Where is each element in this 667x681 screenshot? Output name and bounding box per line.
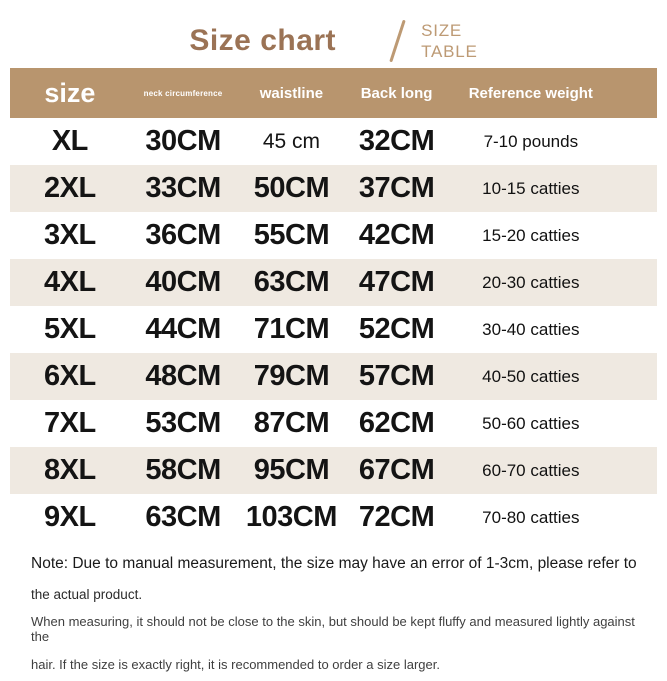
cell-neck: 48CM <box>145 360 221 392</box>
cell-size: 3XL <box>44 219 96 251</box>
table-row: 6XL 48CM 79CM 57CM 40-50 catties <box>10 353 657 400</box>
cell-size: 6XL <box>44 360 96 392</box>
table-row: 4XL 40CM 63CM 47CM 20-30 catties <box>10 259 657 306</box>
note-line-3: When measuring, it should not be close t… <box>31 614 635 644</box>
cell-back: 72CM <box>358 501 435 533</box>
cell-back: 32CM <box>358 125 435 157</box>
note-line-4: hair. If the size is exactly right, it i… <box>31 657 440 672</box>
cell-neck: 58CM <box>145 454 221 486</box>
cell-back: 52CM <box>358 313 435 345</box>
cell-waist: 63CM <box>253 266 330 298</box>
cell-back: 57CM <box>358 360 435 392</box>
cell-weight: 7-10 pounds <box>483 131 579 151</box>
table-row: 3XL 36CM 55CM 42CM 15-20 catties <box>10 212 657 259</box>
cell-weight: 60-70 catties <box>482 460 580 480</box>
size-chart-table: size neck circumference waistline Back l… <box>10 68 657 541</box>
cell-size: XL <box>51 125 89 157</box>
table-row: 2XL 33CM 50CM 37CM 10-15 catties <box>10 165 657 212</box>
cell-size: 5XL <box>44 313 96 345</box>
table-row: 8XL 58CM 95CM 67CM 60-70 catties <box>10 447 657 494</box>
column-header-reference-weight: Reference weight <box>468 84 593 102</box>
cell-back: 37CM <box>358 172 435 204</box>
cell-waist: 79CM <box>253 360 330 392</box>
cell-waist: 95CM <box>253 454 330 486</box>
column-header-waistline: waistline <box>259 84 324 102</box>
column-header-size: size <box>44 77 96 108</box>
cell-back: 62CM <box>358 407 435 439</box>
cell-waist: 50CM <box>253 172 330 204</box>
cell-waist: 103CM <box>245 501 337 533</box>
table-header-row: size neck circumference waistline Back l… <box>10 68 657 118</box>
note-line-1: Note: Due to manual measurement, the siz… <box>31 555 637 572</box>
title-tag: SIZE TABLE <box>421 20 478 63</box>
measurement-notes: Note: Due to manual measurement, the siz… <box>0 541 667 672</box>
column-header-back-long: Back long <box>360 84 433 102</box>
page-title: Size chart SIZE TABLE <box>0 14 667 68</box>
cell-neck: 53CM <box>145 407 221 439</box>
table-row: XL 30CM 45 cm 32CM 7-10 pounds <box>10 118 657 165</box>
cell-back: 42CM <box>358 219 435 251</box>
cell-weight: 15-20 catties <box>482 225 580 245</box>
cell-waist: 45 cm <box>262 129 321 153</box>
table-row: 7XL 53CM 87CM 62CM 50-60 catties <box>10 400 657 447</box>
cell-size: 9XL <box>44 501 96 533</box>
cell-waist: 87CM <box>253 407 330 439</box>
title-main: Size chart <box>189 24 337 57</box>
cell-weight: 20-30 catties <box>482 272 580 292</box>
table-row: 9XL 63CM 103CM 72CM 70-80 catties <box>10 494 657 541</box>
note-line-2: the actual product. <box>31 587 143 602</box>
cell-weight: 70-80 catties <box>482 507 580 527</box>
table-row: 5XL 44CM 71CM 52CM 30-40 catties <box>10 306 657 353</box>
cell-back: 67CM <box>358 454 435 486</box>
title-tag-line1: SIZE <box>421 20 463 40</box>
column-header-neck-circumference: neck circumference <box>143 88 223 98</box>
title-tag-line2: TABLE <box>421 42 478 61</box>
slash-divider <box>389 19 406 63</box>
cell-weight: 50-60 catties <box>482 413 580 433</box>
cell-weight: 40-50 catties <box>482 366 580 386</box>
cell-neck: 33CM <box>145 172 221 204</box>
cell-size: 4XL <box>44 266 96 298</box>
cell-neck: 36CM <box>145 219 221 251</box>
cell-size: 8XL <box>44 454 96 486</box>
cell-size: 2XL <box>44 172 96 204</box>
cell-neck: 30CM <box>145 125 221 157</box>
cell-back: 47CM <box>358 266 435 298</box>
cell-waist: 55CM <box>253 219 330 251</box>
cell-neck: 63CM <box>145 501 221 533</box>
cell-weight: 10-15 catties <box>482 178 580 198</box>
cell-weight: 30-40 catties <box>482 319 580 339</box>
cell-waist: 71CM <box>253 313 330 345</box>
cell-size: 7XL <box>44 407 96 439</box>
cell-neck: 40CM <box>145 266 221 298</box>
cell-neck: 44CM <box>145 313 221 345</box>
